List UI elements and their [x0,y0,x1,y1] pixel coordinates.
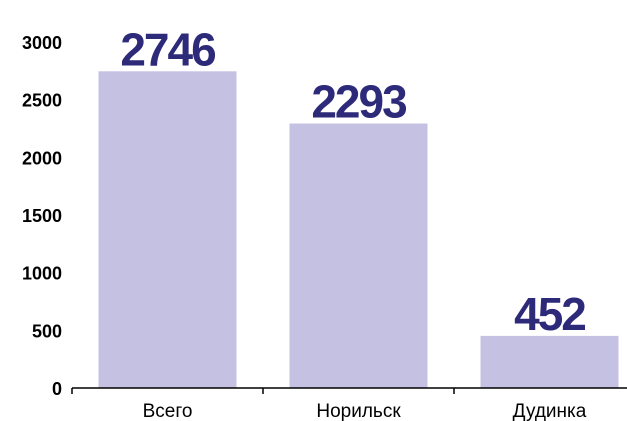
value-label: 2293 [311,76,406,128]
bar [98,71,237,388]
x-tick-label: Всего [143,401,193,421]
value-label: 2746 [120,23,215,75]
y-tick-label: 2500 [22,91,62,111]
bar [480,335,619,388]
y-tick-label: 0 [52,379,62,399]
y-tick-label: 1500 [22,206,62,226]
y-tick-label: 3000 [22,33,62,53]
value-label: 452 [514,288,585,340]
y-tick-label: 1000 [22,264,62,284]
x-tick-label: Норильск [316,401,401,421]
y-tick-label: 2000 [22,148,62,168]
bar [289,123,428,389]
y-tick-label: 500 [32,321,62,341]
x-tick-label: Дудинка [513,401,587,421]
